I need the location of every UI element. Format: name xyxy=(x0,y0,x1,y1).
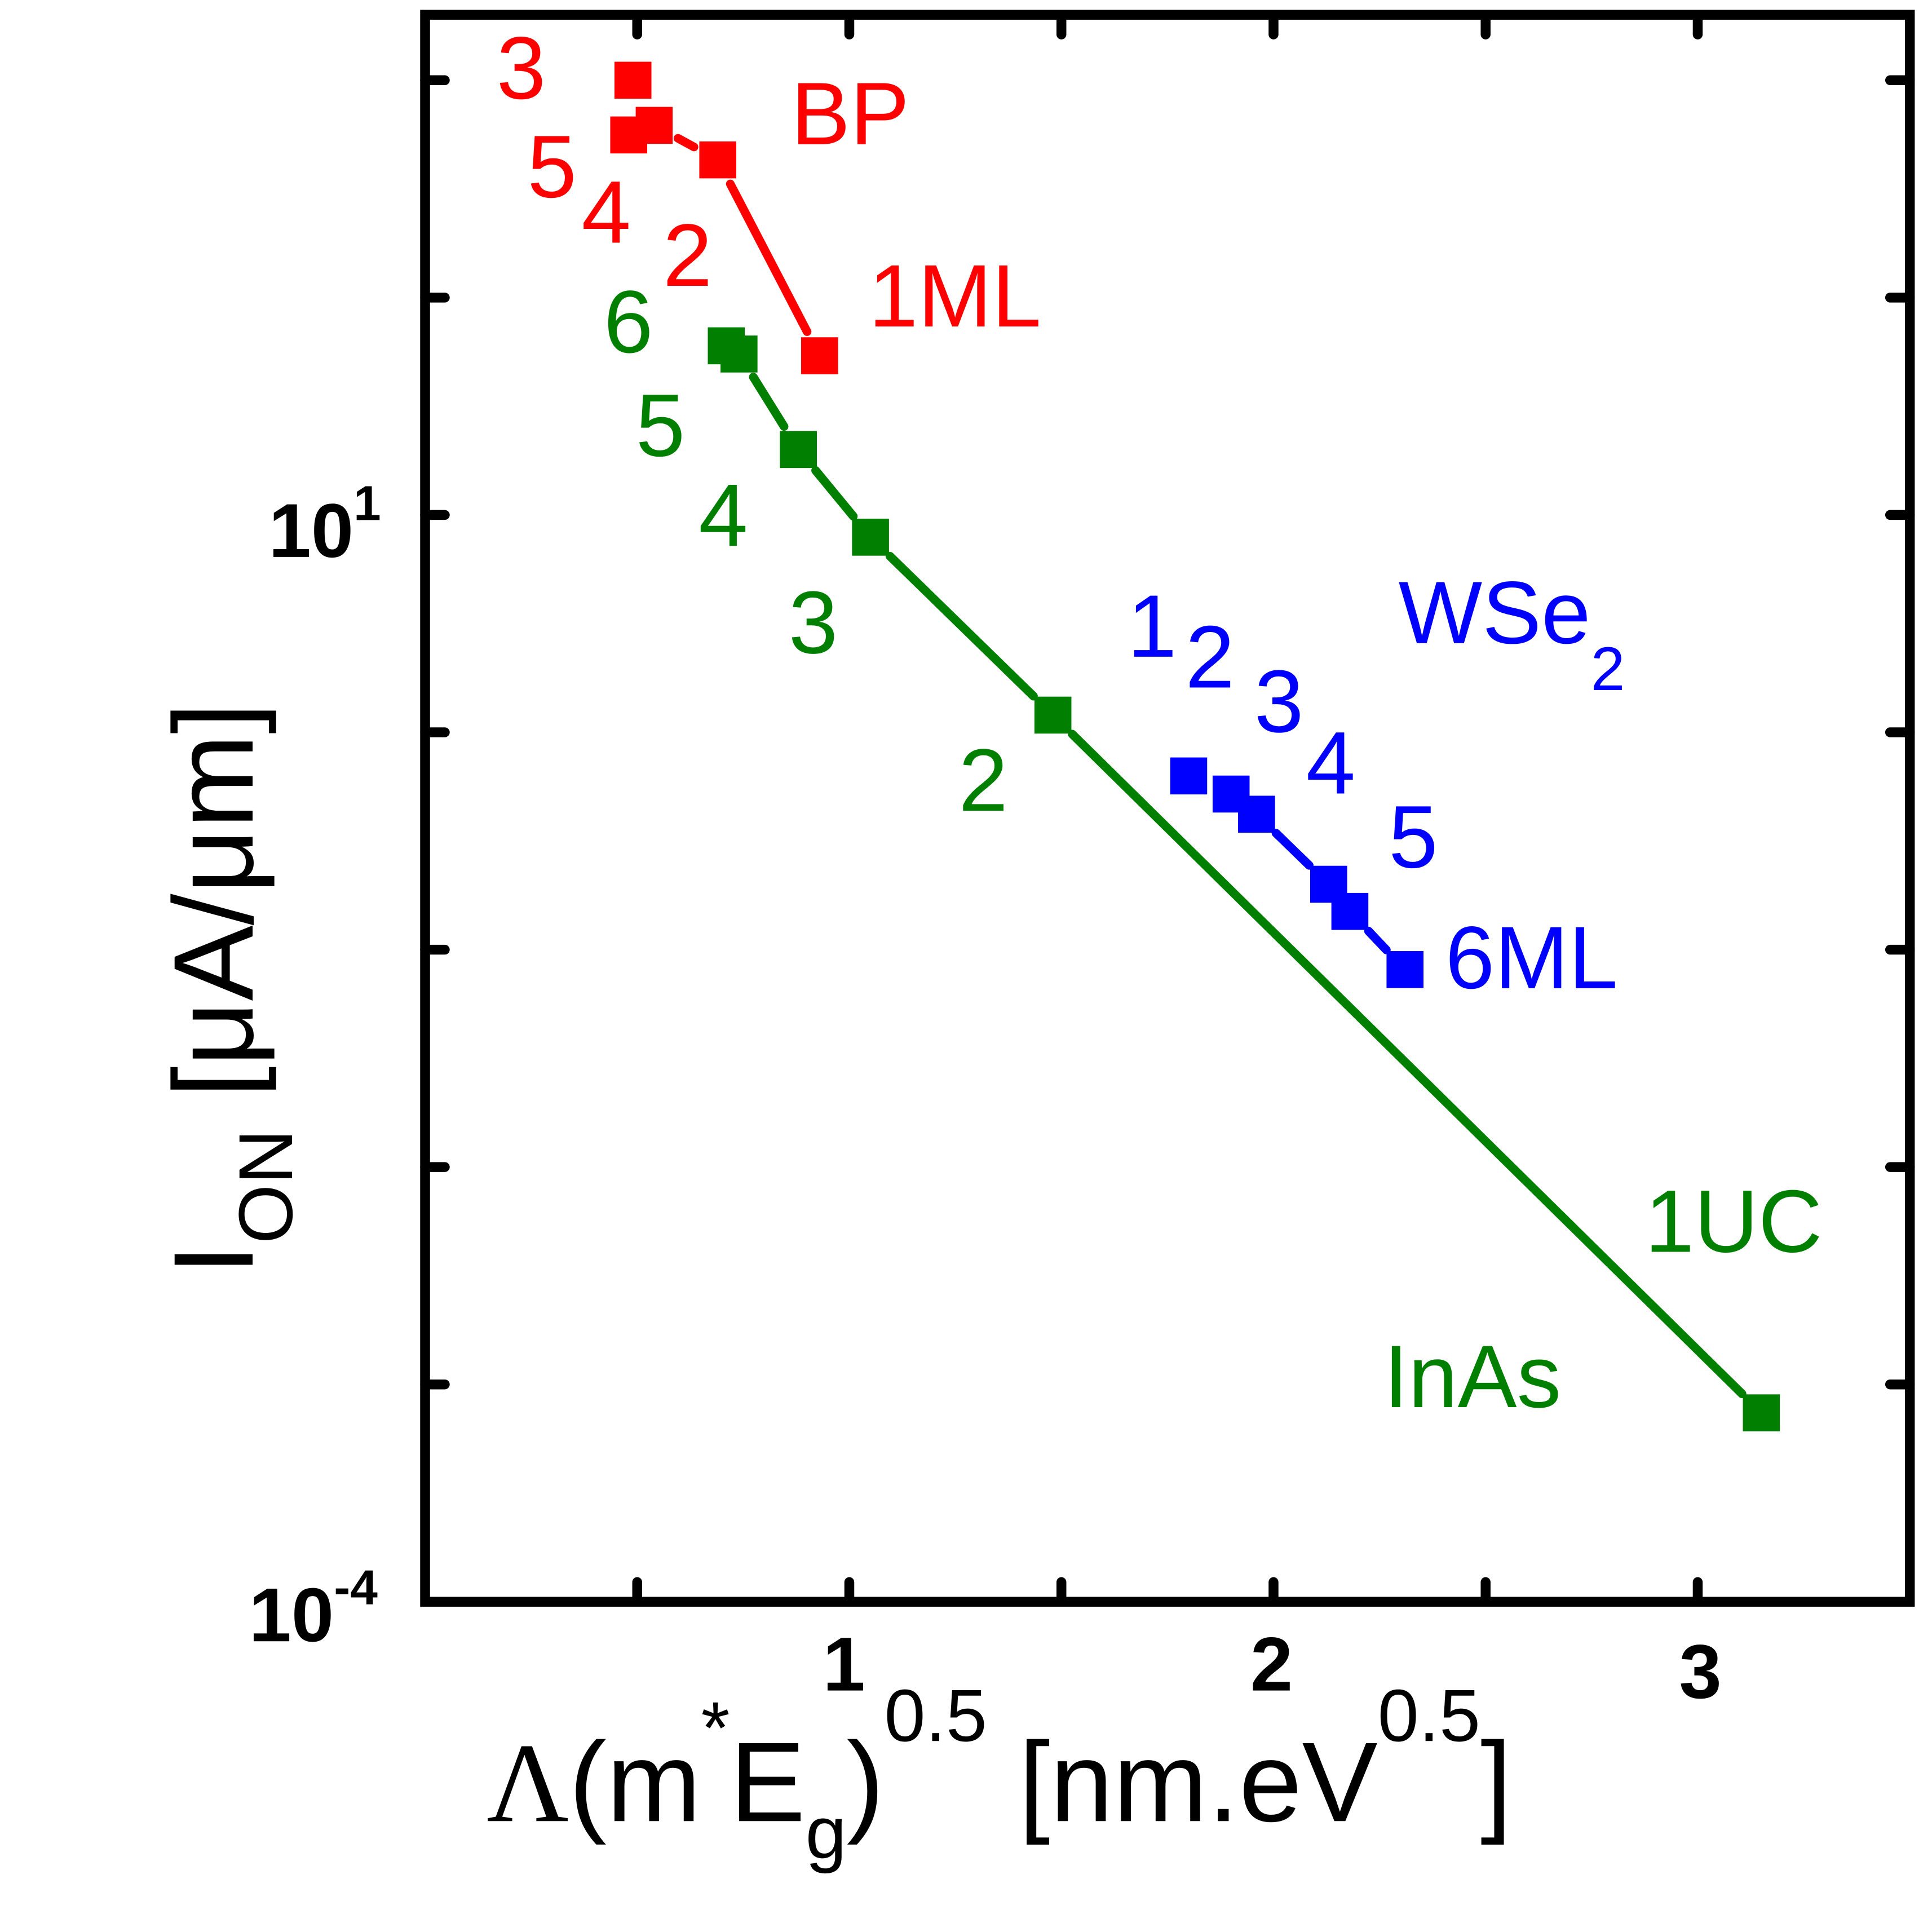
wse2-label-1: 1 xyxy=(1128,577,1177,676)
series-line-segment xyxy=(1068,730,1747,1399)
data-point-1 xyxy=(1170,757,1208,795)
bp-label-1ml: 1ML xyxy=(869,247,1041,346)
series-line-segment xyxy=(1364,926,1391,954)
wse2-label-2: 2 xyxy=(1186,608,1235,707)
series-line-segment xyxy=(726,179,812,337)
bp-label-4: 4 xyxy=(582,163,631,262)
wse2-label-6ml: 6ML xyxy=(1445,909,1618,1007)
data-point-4 xyxy=(780,431,817,468)
data-point-5 xyxy=(720,335,758,373)
bp-label-2: 2 xyxy=(663,206,713,305)
inas-label-1uc: 1UC xyxy=(1645,1173,1823,1271)
wse2-label-3: 3 xyxy=(1254,652,1304,751)
series-line-segment xyxy=(1271,829,1314,870)
x-tick-label-2: 2 xyxy=(1250,1621,1293,1707)
data-point-6ml xyxy=(1386,951,1424,988)
data-point-2 xyxy=(699,141,737,179)
data-point-3 xyxy=(852,519,889,556)
data-point-5 xyxy=(1331,892,1369,930)
data-point-1uc xyxy=(1743,1394,1780,1431)
inas-label-4: 4 xyxy=(698,466,748,565)
bp-label-5: 5 xyxy=(527,118,577,216)
inas-label-3: 3 xyxy=(789,573,838,672)
series-line-segment xyxy=(673,134,698,152)
x-tick-label-1: 1 xyxy=(823,1621,865,1707)
series-inas xyxy=(708,327,1780,1431)
y-tick-label-10-4: 10-4 xyxy=(249,1560,378,1658)
data-point-2 xyxy=(1034,696,1072,734)
wse2-label-5: 5 xyxy=(1389,788,1438,887)
y-axis-label: ION [μA/μm] xyxy=(150,702,308,1275)
data-point-3 xyxy=(1238,795,1275,833)
wse2-label-4: 4 xyxy=(1306,714,1356,813)
series-wse xyxy=(1170,757,1424,988)
data-point-4 xyxy=(635,107,673,144)
x-tick-label-3: 3 xyxy=(1679,1629,1721,1714)
series-line-segment xyxy=(811,466,858,521)
inas-label-2: 2 xyxy=(958,731,1008,830)
data-point-1ml xyxy=(801,337,838,374)
inas-series-label: InAs xyxy=(1383,1328,1561,1426)
data-point-3 xyxy=(614,61,652,99)
bp-label-3: 3 xyxy=(497,19,546,118)
plot-marks xyxy=(610,61,1780,1431)
inas-label-6: 6 xyxy=(604,273,653,372)
series-line-segment xyxy=(749,373,789,431)
series-line-segment xyxy=(885,551,1038,701)
inas-label-5: 5 xyxy=(636,377,686,475)
axis-ticks xyxy=(420,10,1915,1607)
series-bp xyxy=(610,61,838,374)
y-tick-label-10-1: 101 xyxy=(268,475,381,573)
plot-frame xyxy=(420,10,1915,1607)
bp-series-label: BP xyxy=(791,65,909,163)
x-axis-label: Λ(m*Eg)0.5 [nm.eV0.5] xyxy=(487,1674,1512,1874)
wse2-series-label: WSe2 xyxy=(1399,564,1625,704)
